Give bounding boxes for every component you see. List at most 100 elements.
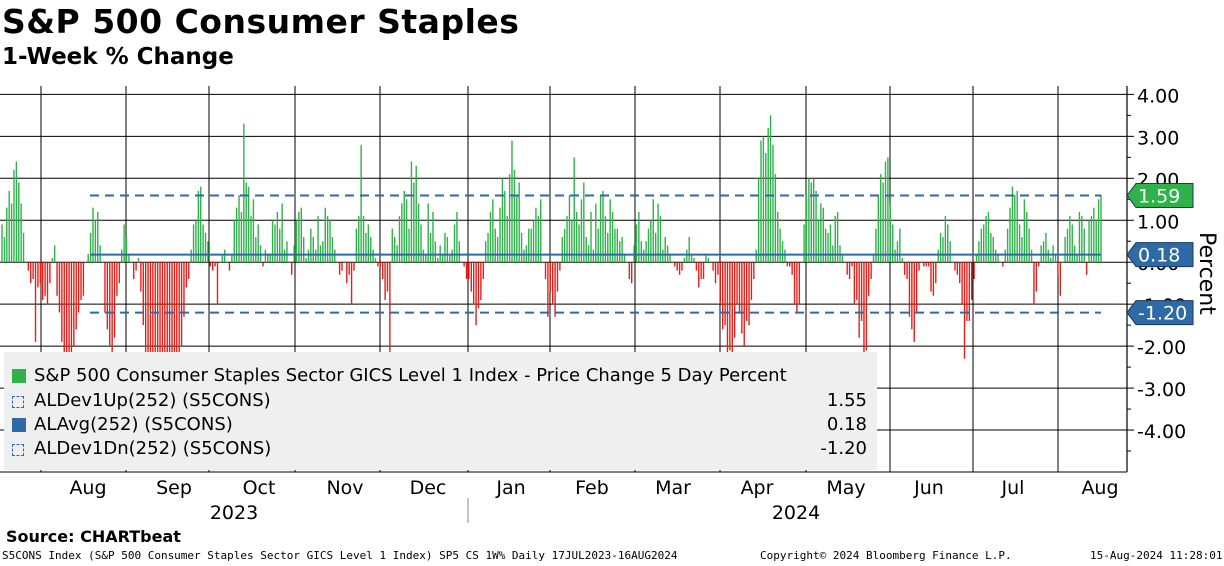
- bar: [32, 262, 34, 279]
- bar: [738, 262, 741, 313]
- bar: [37, 262, 39, 288]
- bar: [915, 262, 918, 313]
- bar: [877, 195, 880, 263]
- bar: [408, 228, 410, 263]
- bar: [523, 249, 525, 263]
- bar: [496, 237, 499, 263]
- bar: [463, 262, 465, 267]
- bar: [425, 253, 427, 263]
- bar: [683, 258, 686, 263]
- bar: [1028, 228, 1030, 263]
- bar: [619, 241, 621, 263]
- bar: [985, 216, 987, 263]
- bar: [810, 182, 812, 263]
- bar: [959, 262, 961, 284]
- bar: [561, 237, 563, 263]
- bar: [6, 207, 8, 263]
- bar: [470, 262, 472, 292]
- bar: [350, 262, 353, 305]
- month-label: Jul: [1001, 477, 1025, 499]
- bar: [1066, 228, 1069, 263]
- bar: [231, 253, 233, 263]
- bar: [111, 262, 113, 355]
- bar: [152, 262, 154, 389]
- bar: [736, 262, 738, 305]
- bar: [662, 249, 664, 263]
- bar: [132, 262, 135, 279]
- bar: [56, 262, 58, 296]
- bar: [489, 211, 492, 263]
- bar: [506, 216, 508, 263]
- month-label: Oct: [243, 477, 276, 499]
- bar: [997, 253, 999, 263]
- bar: [647, 228, 650, 263]
- bar: [923, 262, 925, 267]
- year-label: 2023: [210, 502, 258, 524]
- legend-item-dev1up: ALDev1Up(252) (S5CONS) 1.55: [12, 389, 867, 413]
- bar: [741, 262, 743, 334]
- bar: [858, 262, 860, 338]
- bar: [20, 203, 22, 263]
- bar: [1059, 262, 1061, 296]
- bar: [573, 157, 575, 263]
- bar: [480, 262, 482, 300]
- bar: [82, 262, 85, 296]
- bar: [781, 241, 784, 263]
- bar: [961, 262, 963, 305]
- bar: [846, 262, 848, 275]
- bar: [528, 228, 530, 263]
- bar: [798, 262, 801, 305]
- bar: [817, 220, 820, 263]
- bar: [999, 262, 1002, 263]
- bar: [65, 262, 68, 372]
- bar: [947, 224, 949, 263]
- bar: [58, 262, 61, 313]
- bar: [27, 262, 30, 271]
- bar: [650, 220, 652, 263]
- bar: [920, 262, 923, 263]
- bar: [216, 262, 219, 305]
- y-tick-label: 4.00: [1137, 85, 1179, 107]
- bar: [329, 220, 331, 263]
- bar: [1021, 237, 1023, 263]
- bar: [908, 262, 911, 317]
- bar: [714, 262, 717, 284]
- bar: [791, 262, 793, 275]
- bar: [377, 262, 379, 267]
- bar: [611, 211, 614, 263]
- bar: [1002, 262, 1004, 267]
- bar: [116, 262, 118, 296]
- bar: [544, 262, 547, 279]
- bar: [753, 262, 755, 279]
- bar: [578, 224, 580, 263]
- bar: [575, 211, 578, 263]
- bar: [1035, 262, 1038, 292]
- bar: [212, 262, 214, 271]
- bar: [235, 207, 238, 263]
- bar: [286, 241, 288, 263]
- bar: [1057, 262, 1059, 275]
- bar: [1014, 195, 1016, 263]
- value-badge-label: -1.20: [1138, 303, 1187, 325]
- bar: [978, 241, 980, 263]
- bar: [939, 232, 942, 263]
- bar: [73, 262, 75, 347]
- bar: [626, 262, 628, 263]
- bar: [204, 232, 207, 263]
- bar: [1, 224, 3, 263]
- year-label: 2024: [772, 502, 820, 524]
- bar: [982, 224, 985, 263]
- bar: [121, 249, 123, 263]
- bar: [815, 190, 817, 263]
- bar: [642, 249, 645, 263]
- bar: [745, 262, 748, 321]
- bar: [310, 228, 312, 263]
- bar: [607, 232, 609, 263]
- bar: [274, 224, 276, 263]
- bar: [1026, 211, 1028, 263]
- bar: [640, 241, 642, 263]
- footer-copyright: Copyright© 2024 Bloomberg Finance L.P.: [760, 549, 1012, 562]
- month-label: May: [826, 477, 865, 499]
- bar: [971, 262, 973, 300]
- bar: [415, 165, 417, 263]
